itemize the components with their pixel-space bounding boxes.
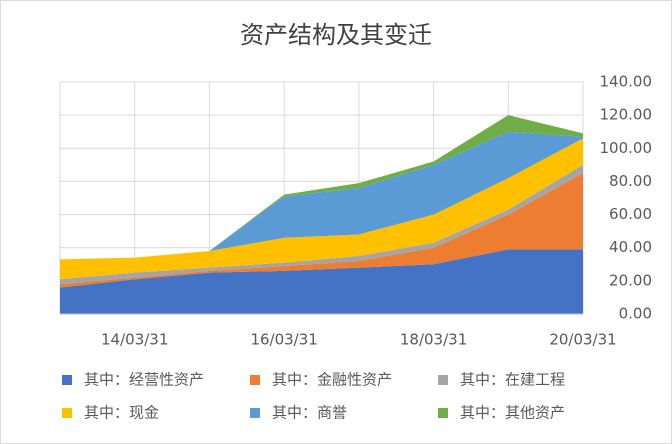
x-tick-label: 18/03/31	[400, 331, 467, 349]
legend-label: 其中：金融性资产	[272, 371, 392, 389]
y-tick-label: 20.00	[609, 271, 652, 289]
y-tick-label: 0.00	[619, 305, 652, 323]
legend-label: 其中：现金	[84, 404, 159, 422]
x-tick-label: 16/03/31	[250, 331, 317, 349]
area	[60, 173, 583, 288]
legend-label: 其中：经营性资产	[84, 371, 204, 389]
y-tick-label: 80.00	[609, 172, 652, 190]
legend-label: 其中：在建工程	[460, 371, 565, 389]
area	[60, 164, 583, 285]
legend-swatch	[438, 408, 448, 418]
area	[60, 131, 583, 260]
legend-swatch	[62, 375, 72, 385]
legend-swatch	[62, 408, 72, 418]
area	[60, 115, 583, 260]
legend-label: 其中：商誉	[272, 404, 347, 422]
area	[60, 249, 583, 314]
y-tick-label: 140.00	[600, 73, 653, 91]
x-tick-label: 20/03/31	[549, 331, 616, 349]
area	[60, 138, 583, 280]
y-tick-label: 100.00	[600, 139, 653, 157]
x-tick-label: 14/03/31	[101, 331, 168, 349]
y-tick-label: 60.00	[609, 205, 652, 223]
legend-swatch	[438, 375, 448, 385]
legend-swatch	[250, 375, 260, 385]
y-tick-label: 120.00	[600, 106, 653, 124]
legend-label: 其中：其他资产	[460, 404, 565, 422]
y-tick-label: 40.00	[609, 238, 652, 256]
chart-title: 资产结构及其变迁	[240, 21, 432, 49]
legend-swatch	[250, 408, 260, 418]
